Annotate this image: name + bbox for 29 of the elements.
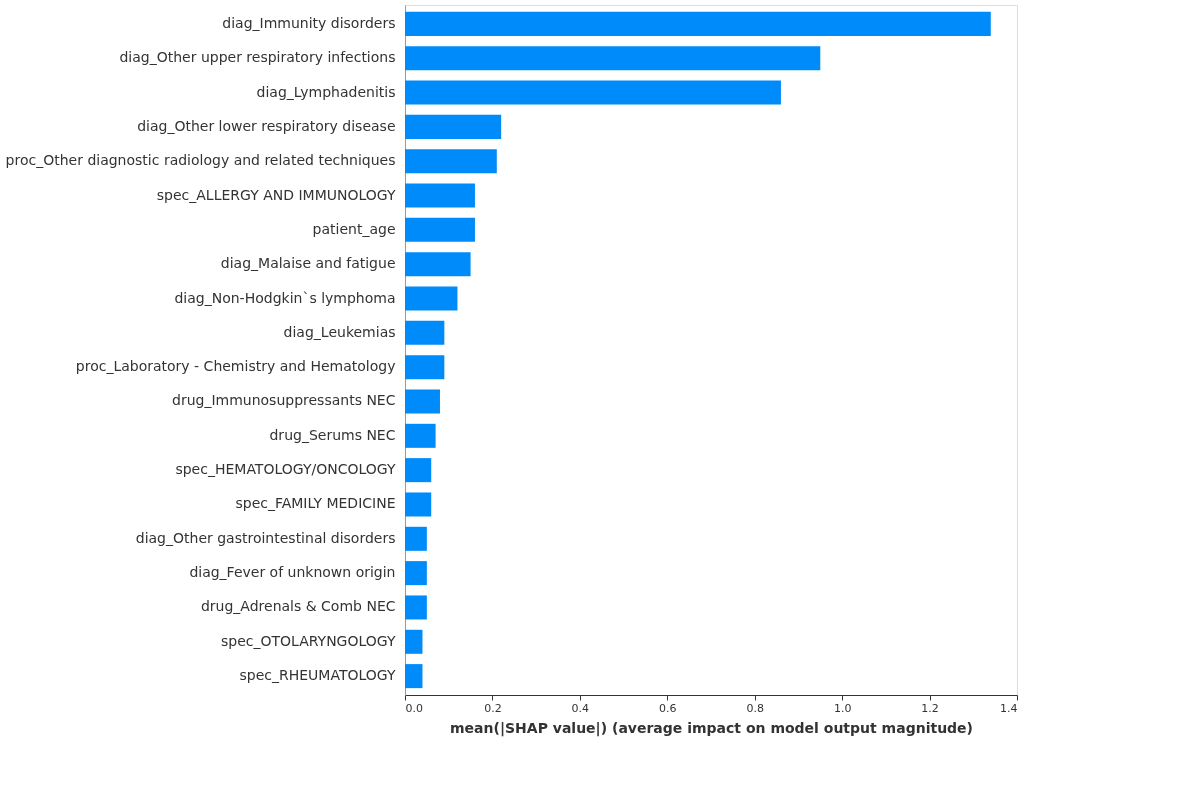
y-tick-label: diag_Lymphadenitis: [256, 83, 396, 100]
x-tick-label: 0.8: [746, 701, 764, 715]
y-tick-label: proc_Laboratory - Chemistry and Hematology: [75, 358, 396, 375]
x-axis-title: mean(|SHAP value|) (average impact on model output magnitude): [449, 719, 974, 737]
y-tick-label: diag_Immunity disorders: [222, 14, 396, 31]
y-tick-label: diag_Other upper respiratory infections: [119, 49, 396, 66]
x-tick-label: 1.2: [921, 701, 939, 715]
x-tick-label: 0.0: [405, 701, 423, 715]
y-tick-label: diag_Other lower respiratory disease: [137, 117, 396, 134]
y-tick-label: spec_HEMATOLOGY/ONCOLOGY: [175, 461, 396, 478]
y-tick-label: diag_Other gastrointestinal disorders: [135, 529, 396, 546]
y-tick-label: drug_Serums NEC: [269, 426, 396, 443]
y-tick-label: patient_age: [312, 220, 396, 237]
x-tick-label: 1.0: [833, 701, 852, 715]
y-tick-label: diag_Malaise and fatigue: [220, 255, 396, 272]
y-tick-label: diag_Non-Hodgkin`s lymphoma: [174, 289, 396, 306]
y-tick-label: diag_Fever of unknown origin: [189, 564, 396, 581]
y-tick-label: proc_Other diagnostic radiology and related techniques: [5, 152, 396, 169]
x-tick-label: 0.6: [659, 701, 677, 715]
x-tick-label: 1.4: [1000, 701, 1018, 715]
y-tick-label: diag_Leukemias: [283, 323, 396, 340]
y-tick-label: drug_Immunosuppressants NEC: [172, 392, 396, 409]
y-tick-label: spec_RHEUMATOLOGY: [239, 667, 396, 684]
y-tick-label: spec_OTOLARYNGOLOGY: [220, 632, 396, 649]
y-tick-label: drug_Adrenals & Comb NEC: [200, 598, 396, 615]
x-tick-label: 0.2: [484, 701, 502, 715]
y-tick-label: spec_FAMILY MEDICINE: [235, 495, 396, 512]
y-tick-label: spec_ALLERGY AND IMMUNOLOGY: [156, 186, 396, 203]
x-tick-label: 0.4: [571, 701, 590, 715]
